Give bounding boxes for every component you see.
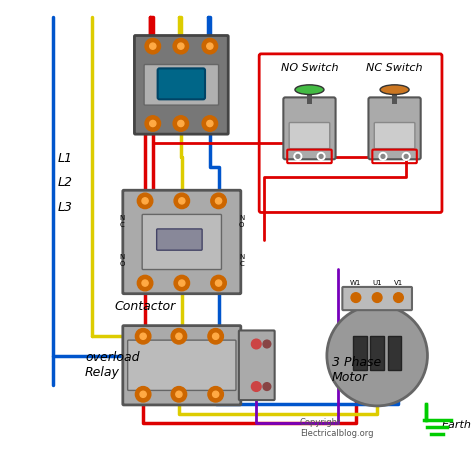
Text: NO Switch: NO Switch (281, 63, 338, 73)
Circle shape (327, 305, 428, 406)
Circle shape (317, 153, 325, 160)
Circle shape (142, 280, 148, 286)
Circle shape (202, 39, 218, 54)
Text: N
C: N C (239, 254, 245, 267)
Text: N
O: N O (239, 215, 245, 228)
Circle shape (207, 43, 213, 49)
Text: L3: L3 (58, 201, 73, 213)
Circle shape (142, 198, 148, 204)
Circle shape (136, 386, 151, 402)
Circle shape (208, 386, 223, 402)
FancyBboxPatch shape (158, 68, 205, 99)
Circle shape (178, 43, 184, 49)
Circle shape (381, 154, 385, 158)
Circle shape (393, 293, 403, 303)
Bar (388, 336, 401, 370)
Circle shape (294, 153, 302, 160)
Text: L1: L1 (58, 152, 73, 165)
Bar (307, 90, 312, 104)
Circle shape (150, 43, 156, 49)
Circle shape (173, 39, 189, 54)
Circle shape (404, 154, 408, 158)
Text: W1: W1 (350, 280, 362, 286)
Circle shape (179, 280, 185, 286)
Circle shape (176, 391, 182, 397)
Circle shape (174, 193, 190, 209)
Bar (392, 90, 398, 104)
Ellipse shape (380, 85, 409, 95)
Text: Contactor: Contactor (114, 300, 175, 313)
Text: N
O: N O (119, 254, 125, 267)
FancyBboxPatch shape (283, 97, 336, 159)
Text: N
C: N C (119, 215, 125, 228)
Text: Copyright
Electricalblog.org: Copyright Electricalblog.org (300, 419, 374, 438)
Circle shape (373, 293, 382, 303)
Circle shape (140, 391, 146, 397)
Circle shape (179, 198, 185, 204)
FancyBboxPatch shape (239, 330, 274, 400)
Circle shape (211, 275, 226, 291)
Circle shape (379, 153, 387, 160)
FancyBboxPatch shape (123, 326, 241, 405)
Text: Earth: Earth (442, 420, 472, 430)
Text: V1: V1 (394, 280, 403, 286)
Circle shape (207, 120, 213, 126)
Circle shape (319, 154, 323, 158)
FancyBboxPatch shape (144, 64, 219, 105)
Circle shape (140, 333, 146, 339)
Circle shape (402, 153, 410, 160)
Circle shape (212, 391, 219, 397)
Text: 3 Phase
Motor: 3 Phase Motor (332, 356, 381, 384)
Circle shape (216, 280, 222, 286)
Circle shape (171, 386, 187, 402)
Circle shape (211, 193, 226, 209)
FancyBboxPatch shape (157, 229, 202, 250)
Circle shape (263, 383, 271, 390)
Circle shape (137, 275, 153, 291)
Bar (353, 336, 366, 370)
FancyBboxPatch shape (123, 190, 241, 294)
Circle shape (171, 328, 187, 344)
Circle shape (296, 154, 300, 158)
Circle shape (150, 120, 156, 126)
Circle shape (212, 333, 219, 339)
Circle shape (174, 275, 190, 291)
FancyBboxPatch shape (289, 123, 330, 149)
Circle shape (202, 116, 218, 131)
Circle shape (263, 340, 271, 348)
Circle shape (178, 120, 184, 126)
FancyBboxPatch shape (142, 214, 221, 270)
Circle shape (251, 339, 261, 349)
Text: U1: U1 (373, 280, 382, 286)
FancyBboxPatch shape (342, 287, 412, 310)
FancyBboxPatch shape (374, 123, 415, 149)
Text: NC Switch: NC Switch (366, 63, 423, 73)
Bar (370, 336, 384, 370)
Circle shape (216, 198, 222, 204)
Circle shape (208, 328, 223, 344)
Ellipse shape (295, 85, 324, 95)
Circle shape (251, 382, 261, 391)
FancyBboxPatch shape (128, 340, 236, 390)
Circle shape (145, 116, 161, 131)
Circle shape (351, 293, 361, 303)
Circle shape (173, 116, 189, 131)
Circle shape (137, 193, 153, 209)
Circle shape (145, 39, 161, 54)
Circle shape (136, 328, 151, 344)
Text: L2: L2 (58, 176, 73, 189)
Circle shape (176, 333, 182, 339)
Text: overload
Relay: overload Relay (85, 351, 140, 379)
FancyBboxPatch shape (368, 97, 421, 159)
FancyBboxPatch shape (135, 35, 228, 134)
